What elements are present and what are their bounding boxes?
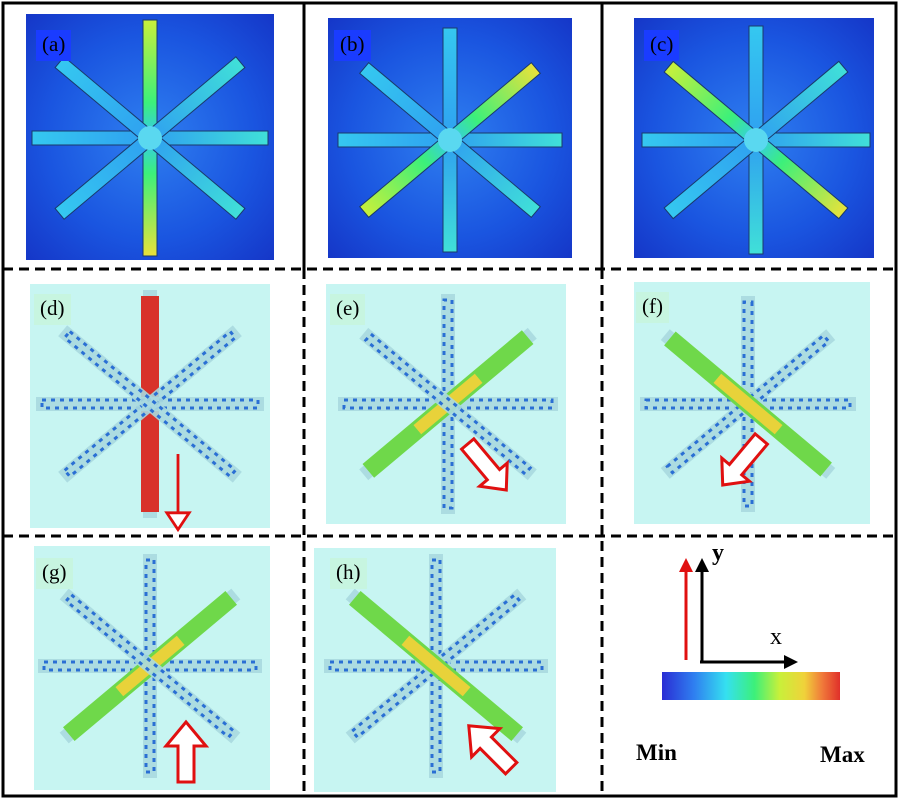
y-axis-arrowhead bbox=[695, 558, 709, 572]
panel-label-e: (e) bbox=[330, 294, 366, 325]
panel-g-direction-arrow bbox=[162, 719, 210, 784]
current-density-diag_anti bbox=[62, 329, 238, 479]
panel-label-a: (a) bbox=[36, 30, 72, 61]
legend bbox=[662, 558, 840, 700]
panel-label-b: (b) bbox=[334, 30, 371, 61]
panel-e-direction-arrow bbox=[459, 436, 509, 492]
star-resonator-e bbox=[338, 294, 558, 514]
star-resonator-c bbox=[641, 25, 871, 255]
panel-label-h: (h) bbox=[330, 558, 367, 589]
x-axis-arrowhead bbox=[784, 655, 798, 669]
current-hotspot bbox=[713, 373, 783, 435]
star-resonator-d bbox=[36, 290, 264, 518]
star-arm-diag_anti bbox=[359, 327, 537, 481]
panel-d-direction-arrow bbox=[164, 454, 192, 533]
panel-label-c: (c) bbox=[644, 30, 680, 61]
colorbar-max-label: Max bbox=[820, 742, 865, 767]
star-center bbox=[138, 126, 162, 150]
star-resonator-a bbox=[31, 19, 269, 257]
panel-f-direction-arrow bbox=[720, 431, 770, 487]
panel-label-d: (d) bbox=[34, 294, 71, 325]
current-density-diag_anti bbox=[64, 592, 236, 740]
current-hotspot bbox=[401, 635, 471, 697]
star-resonator-h bbox=[324, 554, 548, 778]
star-resonator-g bbox=[38, 554, 262, 778]
colorbar-min-label: Min bbox=[636, 740, 677, 765]
panel-label-f: (f) bbox=[636, 292, 669, 323]
star-center bbox=[744, 128, 768, 152]
star-arm-diag_anti bbox=[58, 325, 242, 483]
panel-label-g: (g) bbox=[36, 558, 73, 589]
current-direction-arrows bbox=[162, 431, 770, 784]
star-resonator-b bbox=[337, 27, 563, 253]
colorbar bbox=[662, 672, 840, 700]
star-resonator-f bbox=[640, 296, 856, 512]
red-field-arrowhead bbox=[679, 558, 693, 572]
star-resonators bbox=[31, 19, 871, 778]
panel-h-direction-arrow bbox=[467, 724, 519, 776]
star-arm-diag_anti bbox=[59, 588, 241, 744]
y-axis-label: y bbox=[712, 540, 724, 566]
x-axis-label: x bbox=[770, 624, 782, 650]
star-center bbox=[438, 128, 462, 152]
